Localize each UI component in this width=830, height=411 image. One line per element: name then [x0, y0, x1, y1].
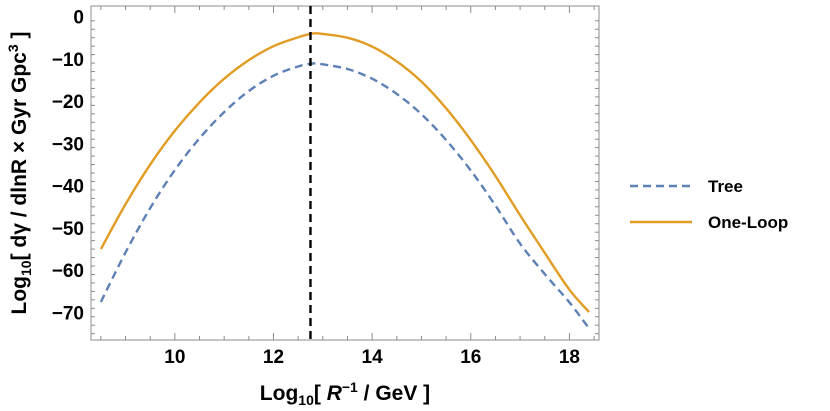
y-tick-label: −10 [52, 50, 84, 71]
y-tick-label: −50 [52, 219, 84, 240]
plot-frame [90, 5, 600, 341]
y-tick-label: −60 [52, 261, 84, 282]
y-tick-label: −30 [52, 134, 84, 155]
tick-labels: 10 12 14 16 18 0 −10 −20 −30 −40 −50 −60 −70 [52, 8, 580, 368]
legend-label-one-loop: One-Loop [708, 213, 788, 232]
series-line-one-loop [99, 31, 591, 313]
series-line-tree [99, 62, 591, 330]
legend: Tree One-Loop [630, 177, 788, 232]
y-axis-title: Log10[ dγ / dlnR × Gyr Gpc3 ] [5, 32, 34, 315]
x-tick-label: 10 [164, 347, 185, 368]
y-tick-label: −20 [52, 92, 84, 113]
x-tick-label: 18 [559, 347, 580, 368]
x-tick-label: 12 [263, 347, 284, 368]
y-tick-label: −70 [52, 304, 84, 325]
x-tick-label: 14 [362, 347, 384, 368]
legend-label-tree: Tree [708, 177, 743, 196]
x-axis-title: Log10[ R−1 / GeV ] [260, 379, 430, 408]
y-tick-label: −40 [52, 177, 84, 198]
x-tick-label: 16 [460, 347, 481, 368]
series-layer [99, 6, 591, 340]
y-tick-label: 0 [73, 8, 84, 29]
ticks [91, 6, 599, 340]
